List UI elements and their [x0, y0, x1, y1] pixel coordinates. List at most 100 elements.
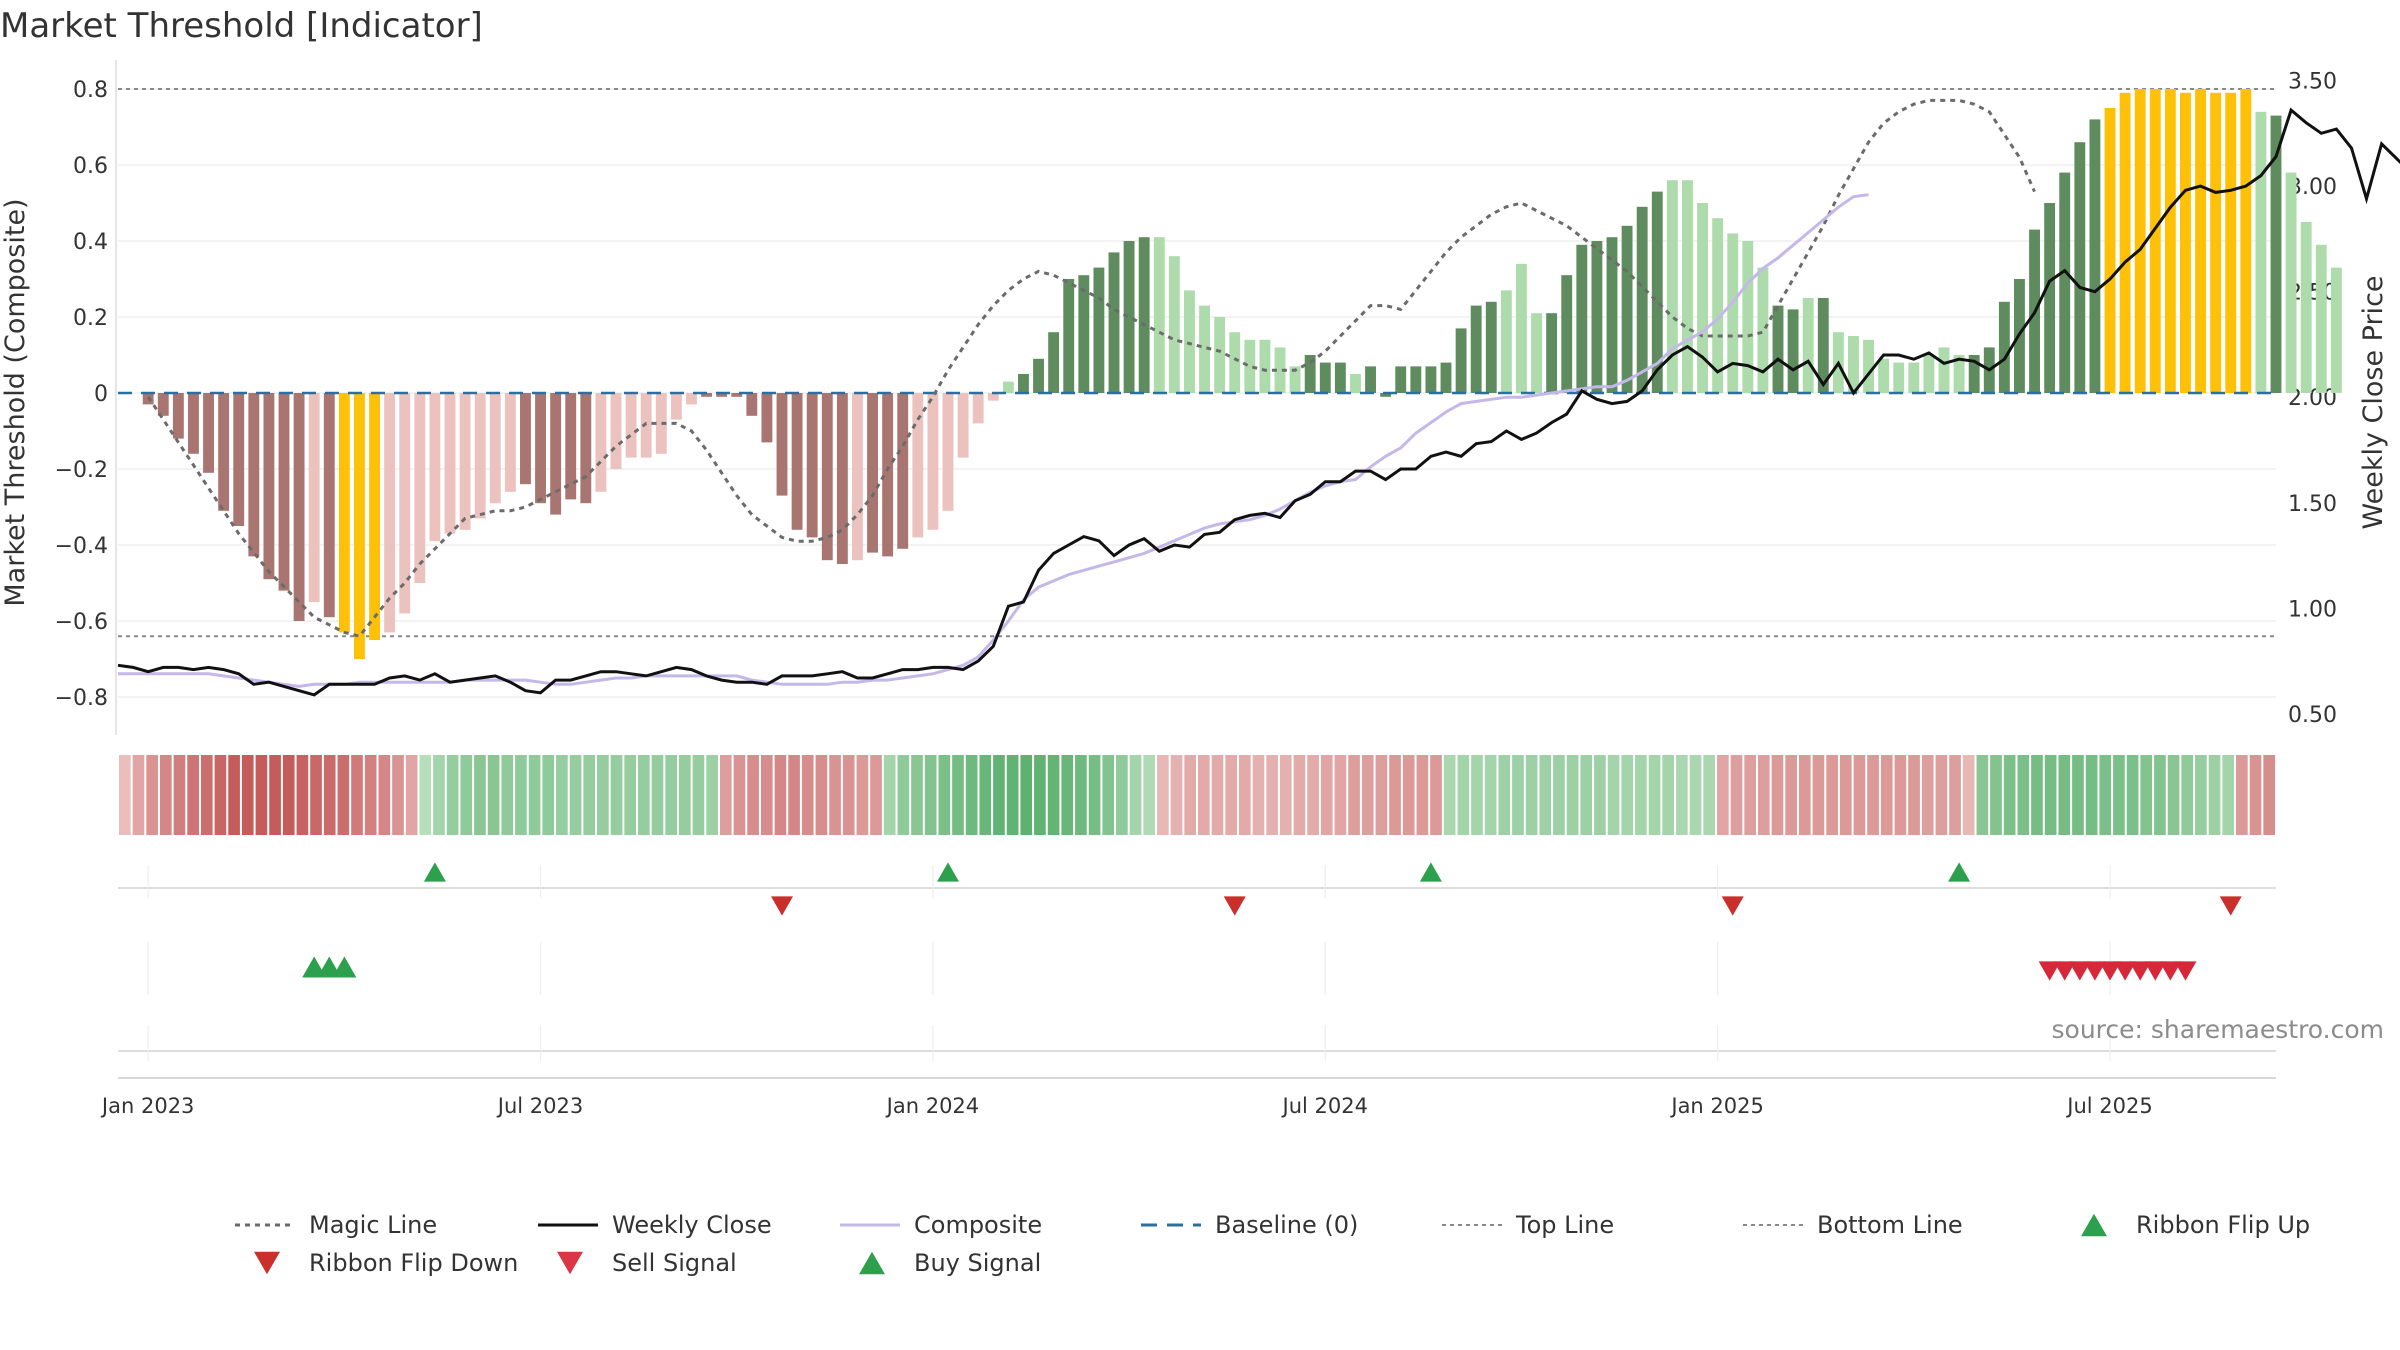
ribbon-segment	[1771, 755, 1784, 835]
composite-bar	[308, 393, 320, 602]
ribbon-segment	[1594, 755, 1606, 835]
composite-bar	[338, 393, 350, 633]
source-label: source: sharemaestro.com	[2051, 1015, 2385, 1044]
ribbon-segment	[2099, 755, 2112, 835]
ribbon-segment	[883, 755, 896, 835]
composite-bar	[852, 393, 863, 561]
composite-bar	[1651, 191, 1663, 393]
composite-bar	[2134, 89, 2146, 393]
y-axis-label-left: Market Threshold (Composite)	[0, 198, 31, 606]
composite-bar	[2255, 111, 2267, 394]
buy-signal-marker	[302, 956, 327, 978]
composite-bar	[867, 393, 878, 553]
x-tick-label: Jul 2025	[2065, 1094, 2152, 1118]
composite-bar	[1727, 233, 1739, 393]
ribbon-segment	[2222, 755, 2235, 835]
ribbon-segment	[2003, 755, 2016, 835]
composite-bar	[761, 393, 773, 443]
composite-bar	[1531, 313, 1542, 393]
ribbon-segment	[310, 755, 322, 835]
ribbon-segment	[1949, 755, 1961, 835]
ribbon-segment	[2195, 755, 2207, 835]
ribbon-segment	[269, 755, 281, 835]
composite-bar	[595, 393, 607, 492]
ribbon-segment	[200, 755, 213, 835]
ribbon-segment	[528, 755, 541, 835]
composite-bar	[580, 393, 592, 504]
ribbon-segment	[187, 755, 199, 835]
legend-label: Ribbon Flip Down	[309, 1249, 518, 1277]
ribbon-segment	[692, 755, 705, 835]
ribbon-segment	[1539, 755, 1552, 835]
ribbon-segment	[419, 755, 432, 835]
x-tick-label: Jul 2024	[1281, 1094, 1368, 1118]
y-tick-left: 0.4	[73, 230, 108, 255]
composite-bar	[1319, 362, 1331, 393]
ribbon-segment	[2263, 755, 2275, 835]
ribbon-segment	[1853, 755, 1866, 835]
composite-bar	[2149, 89, 2161, 393]
ribbon-segment	[433, 755, 445, 835]
ribbon-segment	[1457, 755, 1470, 835]
ribbon-segment	[569, 755, 582, 835]
composite-bar	[1108, 252, 1120, 393]
composite-bar	[293, 393, 305, 621]
composite-bar	[625, 393, 637, 458]
composite-bar	[1923, 355, 1935, 393]
ribbon-segment	[2154, 755, 2166, 835]
composite-bar	[233, 393, 245, 526]
composite-bar	[1229, 332, 1241, 393]
ribbon-segment	[1047, 755, 1060, 835]
composite-bar	[1621, 225, 1633, 393]
ribbon-segment	[1348, 755, 1360, 835]
legend-marker	[557, 1251, 583, 1275]
composite-bar	[746, 393, 758, 416]
ribbon-segment	[1225, 755, 1237, 835]
ribbon-segment	[1757, 755, 1770, 835]
ribbon-segment	[1088, 755, 1101, 835]
y-tick-left: −0.2	[55, 458, 108, 483]
ribbon-segment	[1553, 755, 1565, 835]
ribbon-segment	[1157, 755, 1169, 835]
ribbon-segment	[364, 755, 377, 835]
composite-bar	[520, 393, 531, 485]
legend-label: Weekly Close	[612, 1211, 772, 1239]
legend-marker	[859, 1251, 885, 1275]
composite-bar	[354, 393, 365, 659]
composite-bar	[2104, 108, 2116, 393]
ribbon-flip-up-marker	[1948, 862, 1971, 882]
composite-bar	[1214, 317, 1226, 393]
composite-bar	[504, 393, 516, 492]
composite-bar	[1953, 355, 1965, 393]
ribbon-segment	[1238, 755, 1251, 835]
ribbon-segment	[1607, 755, 1620, 835]
ribbon-segment	[255, 755, 268, 835]
ribbon-segment	[2140, 755, 2153, 835]
composite-bar	[610, 393, 622, 469]
ribbon-segment	[1662, 755, 1675, 835]
composite-bar	[1093, 267, 1105, 393]
y-tick-right: 1.50	[2288, 492, 2337, 517]
composite-bar	[2210, 92, 2222, 394]
composite-bar	[2270, 115, 2282, 393]
ribbon-segment	[351, 755, 363, 835]
ribbon-segment	[2017, 755, 2030, 835]
composite-bar	[670, 393, 682, 420]
composite-bar	[2225, 92, 2237, 394]
x-tick-label: Jul 2023	[496, 1094, 583, 1118]
ribbon-segment	[952, 755, 964, 835]
ribbon-segment	[842, 755, 855, 835]
ribbon-segment	[378, 755, 391, 835]
y-tick-left: −0.4	[55, 534, 108, 559]
composite-bar	[459, 393, 471, 530]
legend-label: Sell Signal	[612, 1249, 737, 1277]
ribbon-segment	[2085, 755, 2098, 835]
composite-bar	[957, 393, 969, 458]
composite-bar	[188, 393, 199, 454]
ribbon-segment	[1034, 755, 1046, 835]
composite-bar	[1893, 362, 1905, 393]
y-tick-left: 0	[94, 382, 108, 407]
composite-bar	[218, 393, 230, 511]
ribbon-segment	[1184, 755, 1196, 835]
ribbon-segment	[542, 755, 555, 835]
